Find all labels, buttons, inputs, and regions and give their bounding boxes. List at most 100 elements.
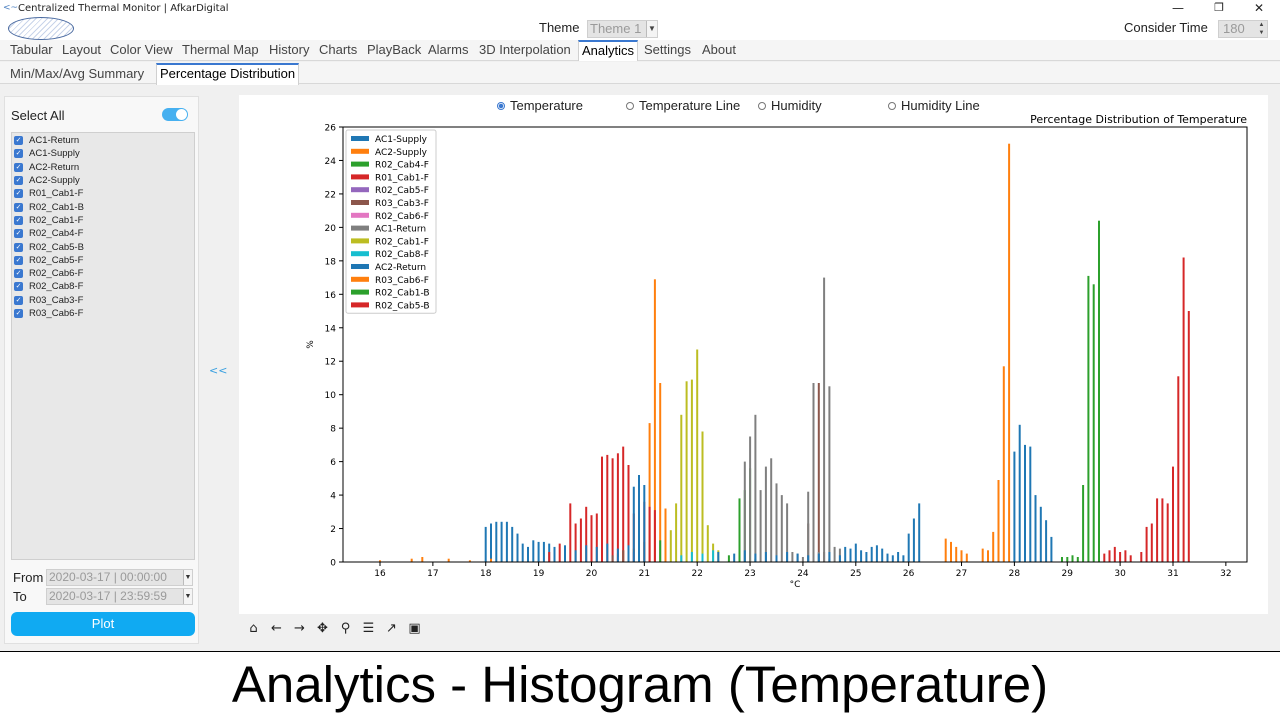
spin-arrows-icon[interactable]: ▲ ▼ xyxy=(1258,22,1265,36)
histogram-bar xyxy=(844,546,847,562)
checkbox-icon[interactable]: ✓ xyxy=(14,176,23,186)
x-tick-label: 32 xyxy=(1220,569,1231,579)
sensor-item[interactable]: ✓ AC2-Return xyxy=(12,161,194,174)
chevron-down-icon[interactable]: ▼ xyxy=(183,589,192,604)
histogram-bar xyxy=(643,485,646,562)
sensor-item[interactable]: ✓ R02_Cab6-F xyxy=(12,267,194,280)
sensor-item[interactable]: ✓ R02_Cab1-B xyxy=(12,200,194,213)
checkbox-icon[interactable]: ✓ xyxy=(14,269,23,279)
back-arrow-icon[interactable]: ← xyxy=(271,621,282,636)
histogram-bar xyxy=(965,553,968,562)
tab-history[interactable]: History xyxy=(269,42,310,57)
home-icon[interactable]: ⌂ xyxy=(249,621,258,636)
checkbox-icon[interactable]: ✓ xyxy=(14,162,23,172)
histogram-bar xyxy=(1013,451,1016,562)
save-icon[interactable]: ▣ xyxy=(408,621,421,636)
histogram-bar xyxy=(669,530,672,562)
restore-icon[interactable]: ❐ xyxy=(1214,1,1224,14)
tab-playback[interactable]: PlayBack xyxy=(367,42,422,57)
checkbox-icon[interactable]: ✓ xyxy=(14,295,23,305)
sensor-item[interactable]: ✓ R02_Cab1-F xyxy=(12,214,194,227)
checkbox-icon[interactable]: ✓ xyxy=(14,136,23,146)
plot-button[interactable]: Plot xyxy=(11,612,195,636)
checkbox-icon[interactable]: ✓ xyxy=(14,189,23,199)
sensor-item[interactable]: ✓ R03_Cab6-F xyxy=(12,307,194,320)
radio-humidity[interactable]: Humidity xyxy=(758,98,822,113)
legend-swatch xyxy=(351,238,369,244)
checkbox-icon[interactable]: ✓ xyxy=(14,282,23,292)
minimize-icon[interactable]: — xyxy=(1172,1,1184,15)
histogram-bar xyxy=(870,546,873,562)
tab-settings[interactable]: Settings xyxy=(644,42,691,57)
sensor-item[interactable]: ✓ R02_Cab5-F xyxy=(12,254,194,267)
sensor-item[interactable]: ✓ R02_Cab4-F xyxy=(12,227,194,240)
histogram-bar xyxy=(764,466,767,562)
sensor-item[interactable]: ✓ R01_Cab1-F xyxy=(12,187,194,200)
sensor-item[interactable]: ✓ AC2-Supply xyxy=(12,174,194,187)
legend-label: AC1-Supply xyxy=(375,135,428,145)
checkbox-icon[interactable]: ✓ xyxy=(14,215,23,225)
checkbox-icon[interactable]: ✓ xyxy=(14,242,23,252)
radio-temperature[interactable]: Temperature xyxy=(497,98,583,113)
histogram-bar xyxy=(1066,557,1069,562)
y-tick-label: 6 xyxy=(330,458,336,468)
tab-layout[interactable]: Layout xyxy=(62,42,102,57)
sensor-item[interactable]: ✓ AC1-Supply xyxy=(12,147,194,160)
tab-color-view[interactable]: Color View xyxy=(110,42,173,57)
tab-3d-interpolation[interactable]: 3D Interpolation xyxy=(479,42,571,57)
radio-humidity-line[interactable]: Humidity Line xyxy=(888,98,980,113)
radio-temperature-line[interactable]: Temperature Line xyxy=(626,98,740,113)
histogram-bar xyxy=(553,548,556,562)
zoom-icon[interactable]: ⚲ xyxy=(340,621,351,636)
checkbox-icon[interactable]: ✓ xyxy=(14,149,23,159)
tab-tabular[interactable]: Tabular xyxy=(10,42,53,57)
sensor-label: R02_Cab1-B xyxy=(29,201,84,213)
checkbox-icon[interactable]: ✓ xyxy=(14,229,23,239)
sensor-item[interactable]: ✓ R03_Cab3-F xyxy=(12,294,194,307)
consider-time-spinbox[interactable]: 180 ▲ ▼ xyxy=(1218,20,1268,38)
legend-label: R03_Cab3-F xyxy=(375,199,429,209)
tab-thermal-map[interactable]: Thermal Map xyxy=(182,42,259,57)
theme-select[interactable]: Theme 1 ▼ xyxy=(587,20,658,38)
select-all-toggle[interactable] xyxy=(162,108,188,121)
close-icon[interactable]: ✕ xyxy=(1253,1,1265,15)
collapse-panel-button[interactable]: << xyxy=(209,364,228,377)
pan-icon[interactable]: ✥ xyxy=(317,621,328,636)
tab-min-max-avg-summary[interactable]: Min/Max/Avg Summary xyxy=(10,66,145,81)
toggle-knob xyxy=(176,109,187,120)
histogram-bar xyxy=(1129,555,1132,562)
histogram-bar xyxy=(759,490,762,562)
checkbox-icon[interactable]: ✓ xyxy=(14,202,23,212)
to-datetime-input[interactable]: 2020-03-17 | 23:59:59 ▼ xyxy=(46,588,193,605)
tab-analytics[interactable]: Analytics xyxy=(578,40,639,61)
sensor-label: R02_Cab5-B xyxy=(29,241,84,253)
tab-about[interactable]: About xyxy=(702,42,736,57)
histogram-bar xyxy=(786,503,789,562)
from-datetime-input[interactable]: 2020-03-17 | 00:00:00 ▼ xyxy=(46,569,193,586)
histogram-bar xyxy=(743,461,746,562)
theme-label: Theme xyxy=(539,20,580,35)
histogram-bar xyxy=(659,383,662,562)
forward-arrow-icon[interactable]: → xyxy=(294,621,305,636)
histogram-bar xyxy=(886,553,889,562)
configure-subplots-icon[interactable]: ☰ xyxy=(362,621,375,636)
checkbox-icon[interactable]: ✓ xyxy=(14,255,23,265)
to-datetime-value: 2020-03-17 | 23:59:59 xyxy=(49,589,167,603)
histogram-bar xyxy=(558,543,561,562)
sensor-item[interactable]: ✓ AC1-Return xyxy=(12,134,194,147)
tab-percentage-distribution[interactable]: Percentage Distribution xyxy=(156,63,300,85)
x-tick-label: 30 xyxy=(1114,569,1126,579)
checkbox-icon[interactable]: ✓ xyxy=(14,309,23,318)
from-datetime-value: 2020-03-17 | 00:00:00 xyxy=(49,570,167,584)
chevron-down-icon[interactable]: ▼ xyxy=(183,570,192,585)
histogram-bar xyxy=(659,540,662,563)
legend-label: R02_Cab8-F xyxy=(375,250,429,260)
histogram-bar xyxy=(590,515,593,562)
histogram-bar xyxy=(754,553,757,562)
tab-alarms[interactable]: Alarms xyxy=(428,42,469,57)
edit-axis-icon[interactable]: ↗ xyxy=(386,621,397,636)
histogram-bar xyxy=(875,545,878,562)
tab-charts[interactable]: Charts xyxy=(319,42,358,57)
sensor-item[interactable]: ✓ R02_Cab5-B xyxy=(12,240,194,253)
sensor-item[interactable]: ✓ R02_Cab8-F xyxy=(12,280,194,293)
